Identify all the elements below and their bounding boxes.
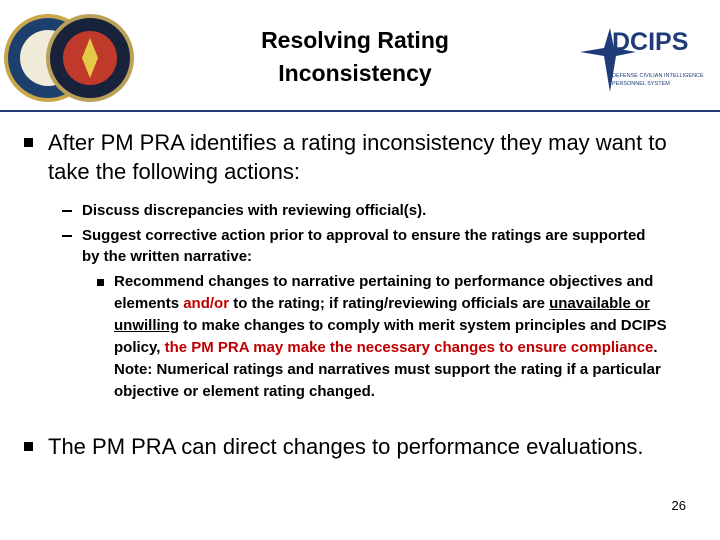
sub-bullet-text: Suggest corrective action prior to appro… (82, 227, 646, 265)
bullet-text: After PM PRA identifies a rating inconsi… (48, 130, 667, 184)
seals (4, 14, 134, 102)
bullet-text: The PM PRA can direct changes to perform… (48, 434, 644, 459)
dash-marker (62, 235, 72, 237)
text-segment: unavailable or unwilling (114, 295, 650, 334)
text-segment: to make changes to comply with merit sys… (114, 317, 667, 356)
dcips-logo: DCIPS DEFENSE CIVILIAN INTELLIGENCE PERS… (580, 28, 704, 92)
title-line: Inconsistency (278, 60, 432, 86)
header-rule (0, 110, 720, 112)
bullet-marker (97, 279, 104, 286)
title-line: Resolving Rating (261, 27, 449, 53)
text-segment: to the rating; if rating/reviewing offic… (229, 295, 550, 312)
logo-subtitle: DEFENSE CIVILIAN INTELLIGENCE (612, 73, 704, 79)
bullet-marker (24, 138, 33, 147)
text-segment: Recommend changes to narrative pertainin… (114, 273, 654, 312)
page-number: 26 (671, 498, 686, 513)
sub-sub-bullet-text: Recommend changes to narrative pertainin… (114, 271, 686, 403)
logo-star (580, 28, 636, 92)
dash-marker (62, 210, 72, 212)
text-segment: . Note: Numerical ratings and narratives… (114, 339, 661, 400)
text-segment: the PM PRA may make the necessary change… (164, 339, 654, 356)
seal-emblem (82, 38, 98, 78)
title: Resolving Rating Inconsistency (200, 24, 510, 90)
text-segment: and/or (183, 295, 230, 312)
logo-subtitle: PERSONNEL SYSTEM (612, 81, 670, 87)
sub-bullet-text: Discuss discrepancies with reviewing off… (82, 202, 427, 219)
bullet-marker (24, 442, 33, 451)
logo-text: DCIPS (612, 28, 688, 56)
